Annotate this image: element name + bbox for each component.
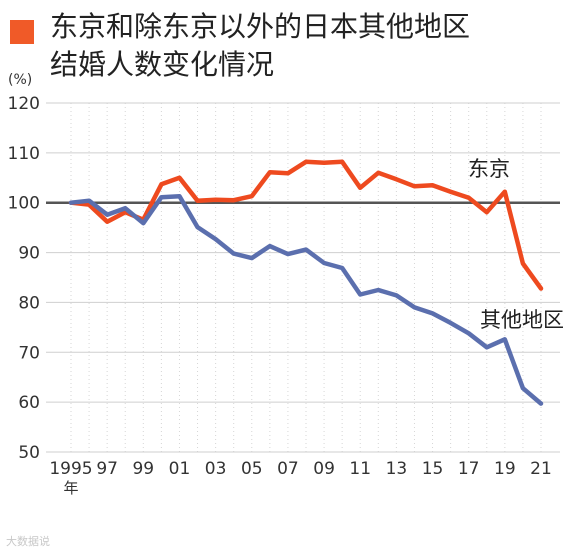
x-tick-label: 21 — [530, 459, 552, 479]
y-tick-label: 80 — [18, 293, 40, 313]
x-tick-label: 99 — [132, 459, 154, 479]
title-line-2: 结婚人数变化情况 — [50, 48, 275, 81]
series-line-tokyo — [68, 159, 544, 291]
series-line-other-regions — [68, 193, 544, 406]
x-tick-label: 17 — [458, 459, 480, 479]
y-tick-label: 50 — [18, 443, 40, 463]
x-tick-label: 11 — [349, 459, 371, 479]
x-tick-label: 19 — [494, 459, 516, 479]
y-tick-label: 120 — [8, 94, 40, 114]
x-tick-label: 13 — [386, 459, 408, 479]
x-tick-label: 15 — [422, 459, 444, 479]
y-axis-unit-label: (%) — [8, 72, 32, 88]
y-tick-label: 90 — [18, 244, 40, 264]
x-tick-label: 1995 — [49, 459, 92, 479]
x-tick-label: 97 — [96, 459, 118, 479]
y-tick-label: 100 — [8, 194, 40, 214]
title-marker — [10, 20, 34, 44]
watermark: 大数据说 — [6, 535, 50, 548]
x-tick-label: 09 — [313, 459, 335, 479]
title-line-1: 东京和除东京以外的日本其他地区 — [50, 10, 471, 43]
series-label-other-regions: 其他地区 — [480, 308, 564, 332]
x-tick-label: 03 — [205, 459, 227, 479]
y-tick-label: 60 — [18, 393, 40, 413]
y-tick-label: 70 — [18, 343, 40, 363]
series-label-tokyo: 东京 — [468, 157, 510, 181]
x-tick-label: 07 — [277, 459, 299, 479]
x-tick-year-suffix: 年 — [63, 479, 78, 497]
x-tick-label: 05 — [241, 459, 263, 479]
x-tick-label: 01 — [169, 459, 191, 479]
y-tick-label: 110 — [8, 144, 40, 164]
